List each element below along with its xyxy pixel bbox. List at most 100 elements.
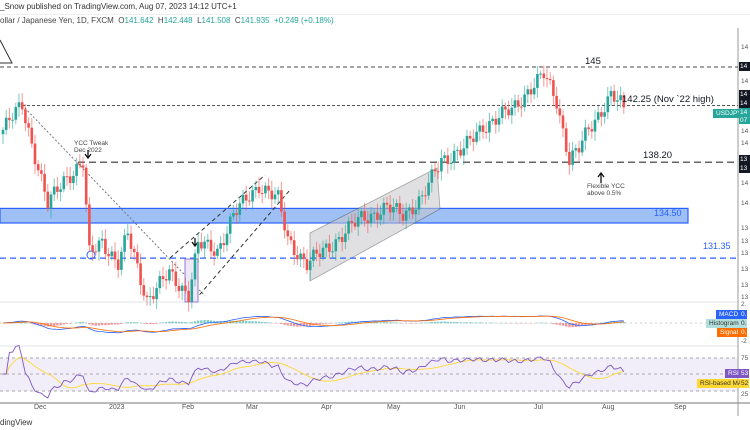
candle-body <box>420 195 424 197</box>
candle-body <box>436 171 440 173</box>
macd-histogram-bar <box>203 320 206 324</box>
candle-body <box>30 127 34 144</box>
macd-histogram-bar <box>280 323 283 325</box>
macd-histogram-bar <box>488 322 491 324</box>
open-value: 141.642 <box>124 16 154 25</box>
candle-body <box>78 163 82 166</box>
rsi-ma-tag: RSI-based MA <box>697 379 746 388</box>
macd-histogram-bar <box>542 322 545 324</box>
current-price-tag: 14 07 <box>739 108 750 124</box>
macd-histogram-bar <box>305 323 309 327</box>
macd-histogram-bar <box>165 322 168 324</box>
candle-body <box>344 233 347 242</box>
macd-histogram-bar <box>37 323 40 326</box>
arrow-up-icon <box>597 171 605 178</box>
macd-value: 0. <box>740 310 748 319</box>
candle-body <box>574 148 578 151</box>
macd-histogram-bar <box>155 323 158 324</box>
candle-body <box>292 240 296 256</box>
macd-histogram-bar <box>328 323 331 324</box>
macd-histogram-bar <box>325 323 328 324</box>
macd-histogram-bar <box>56 323 59 326</box>
candle-body <box>318 253 322 258</box>
macd-histogram-bar <box>577 323 581 327</box>
macd-histogram-bar <box>360 321 363 324</box>
macd-histogram-bar <box>152 323 155 325</box>
candle-body <box>68 176 72 184</box>
price-axis-label: 14 <box>741 44 749 51</box>
level-14225-label: 142.25 (Nov `22 high) <box>622 94 714 105</box>
candle-body <box>488 121 491 133</box>
macd-histogram-bar <box>213 320 216 324</box>
macd-histogram-bar <box>193 321 197 324</box>
candle-body <box>91 245 94 252</box>
candle-body <box>193 253 197 280</box>
macd-axis-top: 2. <box>741 301 747 308</box>
ycc-tweak-line1: YCC Tweak <box>74 140 109 147</box>
candle-body <box>24 109 27 124</box>
candle-body <box>251 190 254 202</box>
candle-body <box>529 89 533 95</box>
macd-histogram-bar <box>565 323 568 327</box>
candle-body <box>328 243 331 252</box>
candle-body <box>270 190 274 200</box>
macd-histogram-bar <box>110 323 113 325</box>
macd-histogram-bar <box>200 320 203 324</box>
macd-histogram-bar <box>277 323 280 324</box>
candle-body <box>216 248 219 256</box>
open-label: O <box>118 16 125 25</box>
macd-histogram-bar <box>520 323 523 324</box>
candle-body <box>404 210 408 221</box>
level-13135-label: 131.35 <box>703 241 731 251</box>
candle-body <box>228 216 232 234</box>
macd-histogram-bar <box>472 322 475 324</box>
candle-body <box>558 108 562 116</box>
macd-histogram-bar <box>376 322 379 324</box>
candle-body <box>459 149 462 156</box>
candle-body <box>401 213 405 221</box>
candle-body <box>209 239 213 252</box>
macd-histogram-bar <box>21 322 24 324</box>
candle-body <box>254 186 258 191</box>
candle-body <box>545 78 549 80</box>
macd-histogram-bar <box>389 322 392 324</box>
candle-body <box>4 117 8 130</box>
macd-histogram-bar <box>440 321 443 324</box>
ohlc-legend: ollar / Japanese Yen, 1D, FXCM O141.642 … <box>0 14 334 28</box>
candle-body <box>612 90 616 102</box>
candle-body <box>449 162 453 165</box>
candle-body <box>353 222 357 227</box>
candle-body <box>241 194 245 204</box>
candle-body <box>337 237 341 240</box>
macd-histogram-bar <box>334 322 337 324</box>
macd-histogram-bar <box>129 322 133 324</box>
macd-histogram-bar <box>289 323 293 326</box>
time-tick: Apr <box>321 404 332 411</box>
macd-histogram-bar <box>491 322 494 324</box>
macd-histogram-bar <box>379 322 382 324</box>
price-axis-label: 14 <box>741 128 749 135</box>
candle-body <box>8 117 11 121</box>
footer-brand: dingView <box>0 418 33 427</box>
macd-histogram-bar <box>97 323 101 326</box>
macd-histogram-bar <box>539 322 542 324</box>
candle-body <box>372 212 376 214</box>
axis-marker-145: 14 <box>739 62 750 71</box>
macd-histogram-bar <box>251 321 254 324</box>
candle-body <box>446 155 450 165</box>
candle-body <box>40 170 43 174</box>
candle-body <box>532 87 536 95</box>
macd-histogram-bar <box>261 321 264 324</box>
candle-body <box>72 175 75 184</box>
macd-histogram-bar <box>568 323 571 328</box>
change-value: +0.249 (+0.18%) <box>274 16 334 25</box>
candle-body <box>132 248 136 253</box>
candle-body <box>379 214 382 220</box>
candle-body <box>619 95 622 101</box>
macd-histogram-bar <box>382 322 385 324</box>
macd-histogram-bar <box>555 323 558 325</box>
candle-body <box>392 206 395 213</box>
macd-histogram-bar <box>222 321 225 324</box>
macd-histogram-bar <box>104 323 107 326</box>
